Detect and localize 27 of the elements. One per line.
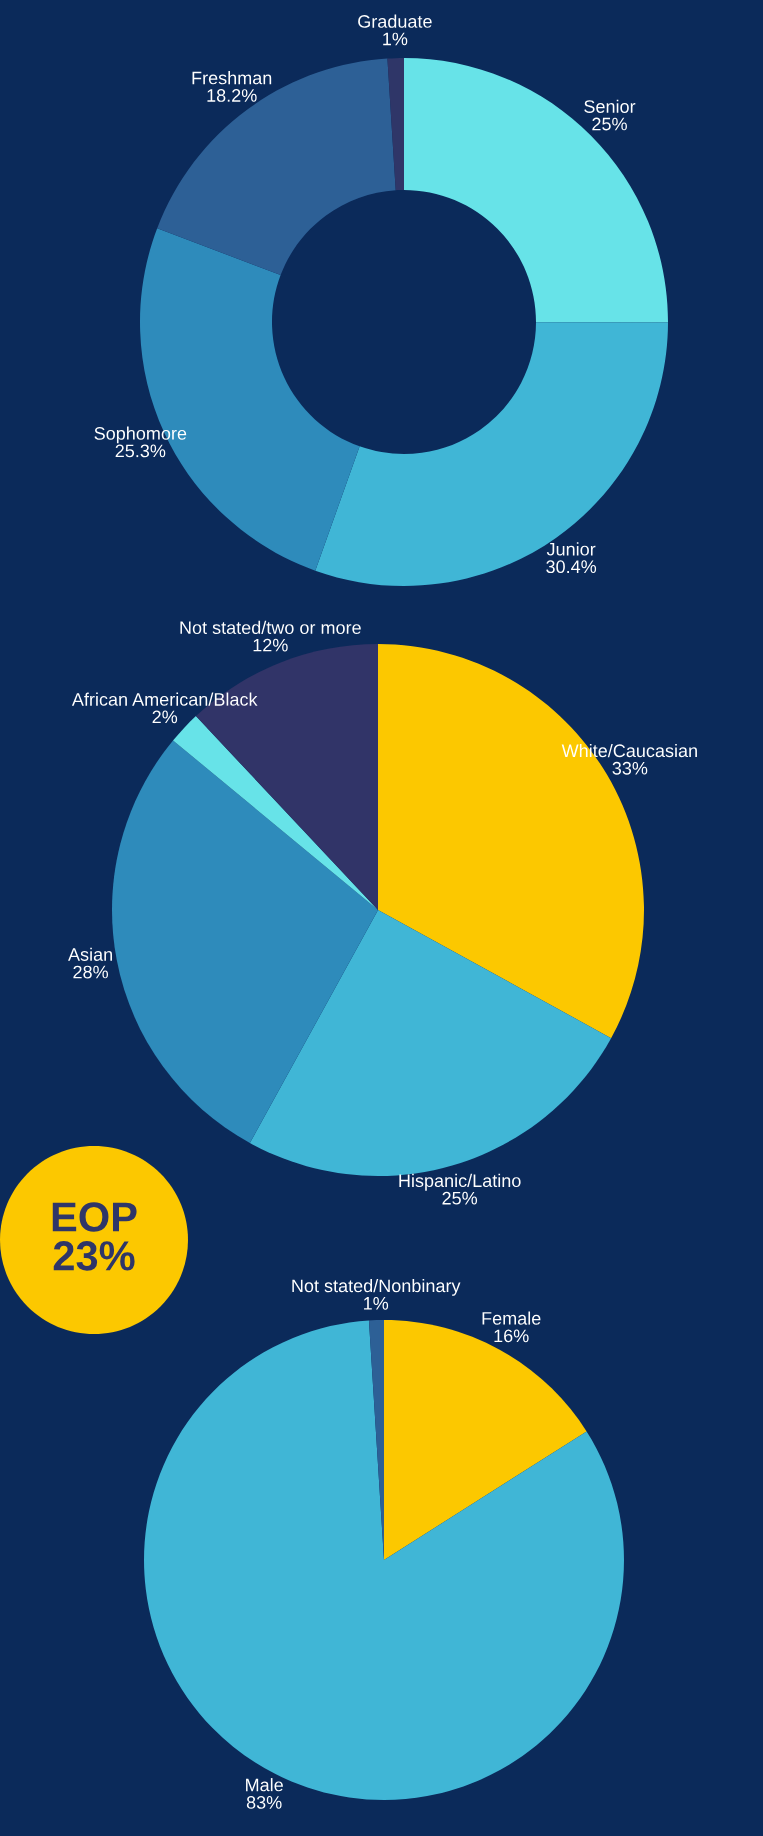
- data-label: 16%: [494, 1329, 529, 1343]
- text: 23%: [53, 1241, 135, 1271]
- data-label: 25%: [442, 1191, 478, 1205]
- data-label: 1%: [364, 1297, 389, 1310]
- slice-label: Not stated/two or more: [180, 620, 361, 635]
- data-label: 1%: [383, 32, 408, 46]
- slice-label: Hispanic/Latino: [399, 1173, 521, 1191]
- slice-label: Junior: [546, 542, 596, 556]
- slice-label: Senior: [584, 99, 636, 113]
- slice-label: Male: [246, 1778, 283, 1792]
- data-label: 83%: [246, 1796, 282, 1809]
- data-label: 2%: [152, 710, 178, 724]
- data-label: 33%: [612, 761, 648, 775]
- data-label: 25.3%: [115, 444, 166, 458]
- slice-label: Graduate: [358, 14, 432, 28]
- slice-label: Sophomore: [94, 426, 187, 444]
- data-label: 25%: [592, 117, 627, 131]
- text: EOP: [52, 1202, 137, 1232]
- slice-label: Asian: [68, 947, 112, 961]
- data-label: 30.4%: [546, 560, 597, 574]
- slice-label: Female: [482, 1311, 541, 1325]
- data-label: 18.2%: [207, 89, 257, 102]
- slice-label: Freshman: [192, 71, 272, 85]
- data-label: 28%: [73, 965, 109, 979]
- slice-label: Not stated/Nonbinary: [292, 1278, 461, 1296]
- slice-label: African American/Black: [71, 692, 258, 706]
- data-label: 12%: [253, 638, 288, 652]
